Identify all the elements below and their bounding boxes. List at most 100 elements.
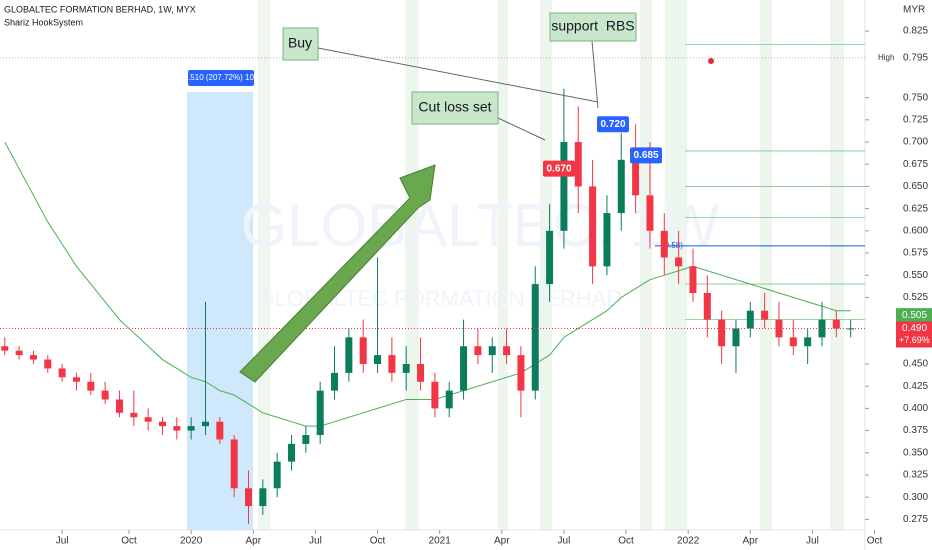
candle-body <box>574 142 582 187</box>
x-tick-label: Oct <box>370 536 386 547</box>
y-tick-label: 0.675 <box>903 159 928 170</box>
candle-body <box>445 390 453 409</box>
price-tag-label: 0.670 <box>546 163 571 174</box>
moving-average <box>4 141 851 427</box>
y-tick-label: 0.350 <box>903 447 928 458</box>
candle-body <box>201 421 209 427</box>
price-tag <box>630 147 662 164</box>
candle-body <box>173 426 181 431</box>
price-tag <box>597 116 629 133</box>
candle-body <box>187 426 195 431</box>
marker <box>708 58 714 64</box>
support-label: (0.58) <box>662 241 683 250</box>
candle-body <box>589 186 597 267</box>
y-tick-label: 0.550 <box>903 270 928 281</box>
candle-body <box>29 355 37 360</box>
candle-body <box>288 443 296 462</box>
candle-body <box>804 337 812 347</box>
candle-body <box>732 328 740 347</box>
y-tick-label: 0.325 <box>903 470 928 481</box>
highlight-bands <box>258 0 844 530</box>
candle-body <box>660 230 668 258</box>
candle-body <box>460 346 468 391</box>
candle-body <box>417 363 425 382</box>
y-tick-label: 0.700 <box>903 137 928 148</box>
candle-body <box>101 390 109 400</box>
candle-body <box>359 337 367 364</box>
candle-body <box>847 328 855 330</box>
last-price-box <box>896 321 932 348</box>
candle-body <box>302 435 310 444</box>
candle-body <box>115 399 123 413</box>
y-tick-label: 0.275 <box>903 514 928 525</box>
candle-body <box>474 346 482 356</box>
x-tick-label: Oct <box>867 536 883 547</box>
candle-body <box>488 346 496 356</box>
candle-body <box>402 363 410 373</box>
y-tick-label: 0.825 <box>903 26 928 37</box>
pointer <box>317 47 599 103</box>
y-tick-label: 0.600 <box>903 225 928 236</box>
high-value: 0.795 <box>903 52 928 63</box>
pointer <box>497 117 546 141</box>
pointer <box>591 40 599 109</box>
candle-body <box>517 355 525 391</box>
high-label: High <box>878 53 894 62</box>
candle-body <box>87 381 95 391</box>
x-tick-label: 2022 <box>677 536 700 547</box>
y-tick-label: 0.300 <box>903 492 928 503</box>
candle-body <box>15 350 23 356</box>
candle-body <box>72 377 80 382</box>
price-tag <box>543 160 575 177</box>
candle-body <box>646 195 654 231</box>
x-tick-label: Oct <box>121 536 137 547</box>
candle-body <box>58 368 66 378</box>
x-tick-label: Jul <box>806 536 819 547</box>
indicator-name: Shariz HookSystem <box>4 17 83 27</box>
candle-body <box>374 355 382 364</box>
candle-body <box>703 292 711 320</box>
annotation: Buy <box>288 35 312 51</box>
candle-body <box>1 346 9 351</box>
measure-box <box>187 92 253 530</box>
y-tick-label: 0.725 <box>903 114 928 125</box>
candle-body <box>617 159 625 214</box>
annotation-box <box>282 27 319 61</box>
y-tick-label: 0.375 <box>903 425 928 436</box>
arrow <box>239 164 436 383</box>
candle-body <box>230 439 238 489</box>
price-tag-label: 0.720 <box>600 119 625 130</box>
price-tag-label: 0.685 <box>633 150 658 161</box>
candle-body <box>632 159 640 196</box>
x-tick-label: Apr <box>743 536 759 547</box>
candle-body <box>144 417 152 422</box>
watermark: GLOBALTEC, 1W <box>240 192 719 259</box>
candle-body <box>273 461 281 489</box>
candle-body <box>761 310 769 320</box>
candle-body <box>316 390 324 436</box>
chart-title: GLOBALTEC FORMATION BERHAD, 1W, MYX <box>4 4 196 14</box>
candle-body <box>345 337 353 373</box>
y-tick-label: 0.525 <box>903 292 928 303</box>
annotation: Cut loss set <box>418 99 491 115</box>
x-tick-label: 2021 <box>429 536 452 547</box>
candle-body <box>818 319 826 338</box>
candle-body <box>503 346 511 356</box>
last-price-label: 0.490 <box>902 323 927 334</box>
candle-body <box>718 319 726 347</box>
y-tick-label: 0.450 <box>903 359 928 370</box>
ma-price-box <box>896 308 932 323</box>
y-tick-label: 0.750 <box>903 92 928 103</box>
candle-body <box>689 266 697 293</box>
y-tick-label: 0.400 <box>903 403 928 414</box>
currency: MYR <box>903 5 925 16</box>
candle-body <box>546 230 554 285</box>
candle-body <box>216 421 224 440</box>
candle-body <box>560 142 568 231</box>
candle-body <box>130 412 138 418</box>
candle-body <box>259 488 267 507</box>
candle-body <box>603 213 611 267</box>
candle-body <box>388 355 396 373</box>
candle-body <box>331 372 339 391</box>
